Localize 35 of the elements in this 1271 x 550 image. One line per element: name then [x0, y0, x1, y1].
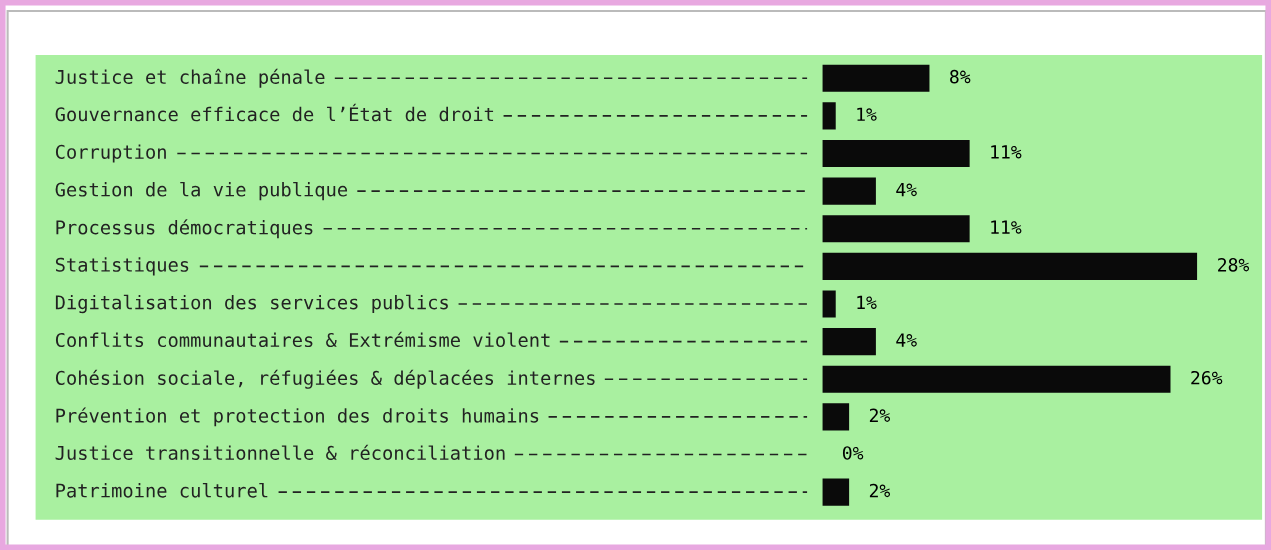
y-tick-label: Statistiques [55, 257, 189, 276]
data-label: 1% [857, 295, 877, 310]
bar [822, 403, 850, 431]
bar [822, 290, 836, 318]
y-tick-label: Prévention et protection des droits humains [56, 407, 539, 427]
data-label: 1% [857, 107, 877, 121]
bar [822, 64, 930, 92]
y-tick-label: Gestion de la vie publique [55, 181, 348, 201]
y-tick-label: Corruption [55, 144, 166, 163]
bar [822, 177, 876, 205]
y-tick-label: Justice transitionnelle & réconciliation [55, 444, 505, 460]
y-tick-label: Cohésion sociale, réfugiées & déplacées internes [55, 369, 595, 389]
bar [822, 478, 850, 506]
y-tick-label: Gouvernance efficace de l’État de droit [55, 103, 494, 122]
data-label: 8% [950, 69, 971, 84]
data-label: 0% [842, 446, 864, 460]
bar [822, 139, 970, 168]
data-label: 2% [869, 408, 891, 422]
data-label: 11% [991, 145, 1022, 159]
data-label: 11% [991, 220, 1022, 234]
data-label: 4% [896, 182, 917, 197]
data-label: 2% [869, 483, 891, 498]
data-label: 4% [896, 333, 917, 347]
y-tick-label: Patrimoine culturel [56, 483, 268, 498]
y-tick-label: Conflits communautaires & Extrémisme violent [55, 331, 550, 348]
y-tick-label: Digitalisation des services publics [55, 294, 448, 314]
bar [822, 252, 1198, 280]
data-label: 28% [1218, 257, 1250, 272]
bar [822, 102, 836, 130]
y-tick-label: Processus démocratiques [56, 219, 313, 239]
data-label: 26% [1191, 370, 1223, 385]
bar [822, 215, 970, 243]
y-tick-label: Justice et chaîne pénale [55, 68, 325, 88]
bar [822, 328, 876, 356]
bar [822, 365, 1171, 393]
